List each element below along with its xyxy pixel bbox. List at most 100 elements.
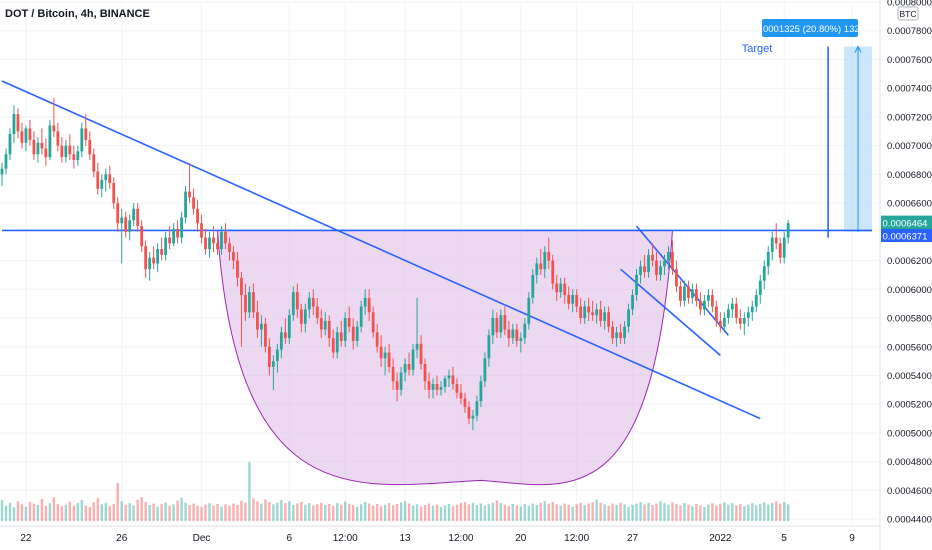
candle-body [152,257,156,264]
time-axis[interactable]: 22 26 Dec 6 12:00 13 12:00 20 12:00 27 2022 5 9 [0,525,880,544]
volume-bar [419,506,423,521]
candle-body [64,145,68,158]
volume-bar [603,504,606,521]
volume-bar [435,504,439,521]
volume-bar [172,504,175,521]
candle-body [52,125,56,132]
volume-bar [180,497,183,521]
price-tick-label: 0.0004600 [887,486,932,497]
volume-bar [515,505,519,521]
candle-body [4,154,8,169]
volume-bar [120,501,123,521]
candle-body [220,231,223,250]
time-tick-label: 26 [116,533,128,544]
candle-body [84,128,88,140]
candle-body [419,343,423,364]
volume-bar [443,505,447,521]
volume-bar [731,503,734,521]
volume-bar [84,505,88,521]
target-zone: 0.0001325 (20.80%) 1325 Target [742,19,873,238]
candle-body [675,269,678,287]
volume-bar [639,502,642,521]
candle-body [762,266,766,281]
candle-body [575,295,579,307]
volume-bar [272,504,275,521]
volume-bar [407,503,411,521]
candle-body [260,323,263,330]
candle-body [730,303,734,310]
candle-body [32,139,36,155]
volume-bar [747,504,750,521]
volume-bar [659,501,662,521]
volume-bar [367,503,371,521]
volume-bar [32,503,36,521]
candle-body [531,274,535,298]
candle-body [623,326,626,339]
candle-body [651,254,654,261]
volume-bar [403,501,407,521]
candle-body [375,332,379,347]
candle-body [196,208,199,224]
candle-body [555,283,559,293]
candle-body [116,203,120,224]
candle-body [523,323,527,339]
volume-bar [4,505,8,521]
candle-body [331,338,335,353]
volume-bar [80,500,84,521]
volume-bar [623,504,626,521]
candle-body [188,191,191,198]
candle-body [100,180,104,189]
candle-body [631,295,634,310]
candle-body [750,306,754,313]
volume-bar [787,504,790,521]
volume-bar [371,505,375,521]
volume-bar [328,503,331,521]
symbol-title: DOT / Bitcoin, 4h, BINANCE [5,8,150,20]
candle-body [611,326,615,339]
volume-bar [144,502,147,521]
time-tick-label: Dec [193,533,211,544]
trendline-flag-upper [635,225,729,336]
price-axis[interactable]: 0.0008000 0.0007800 0.0007600 0.0007400 0.00… [879,0,932,550]
volume-bar [148,505,151,521]
volume-bar [200,506,203,521]
candle-body [184,191,187,218]
candle-body [48,125,52,158]
candle-body [168,237,172,244]
volume-bar [695,503,698,521]
volume-bar [24,506,28,521]
time-tick-label: 20 [515,533,527,544]
volume-bar [363,502,367,521]
candle-body [391,366,395,382]
candle-body [671,251,674,270]
volume-bar [308,503,311,521]
candle-body [236,260,239,278]
volume-bar [176,500,179,521]
candle-body [722,318,726,327]
time-tick-label: 12:00 [564,533,589,544]
volume-bar [336,503,339,521]
price-tick-label: 0.0006800 [887,170,932,181]
candle-body [758,280,762,296]
candle-body [248,292,251,313]
time-tick-label: 2022 [709,533,732,544]
volume-bar [224,504,227,521]
currency-badge[interactable] [897,6,919,21]
volume-bar [535,505,538,521]
volume-bar [48,503,52,521]
volume-bar [168,505,171,521]
volume-bar [415,504,419,521]
level-price-label: 0.0006371 [883,232,928,243]
candle-body [180,217,183,238]
candle-body [335,332,339,353]
price-tick-label: 0.0006600 [887,199,932,210]
candle-body [766,251,770,267]
candle-body [639,266,642,275]
volume-bar [232,503,235,521]
volume-bar [244,502,247,521]
volume-bar [779,503,782,521]
volume-bar [192,503,195,521]
candle-body [148,257,152,270]
volume-bar [359,504,363,521]
